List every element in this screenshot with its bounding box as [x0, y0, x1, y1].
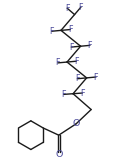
Text: F: F [88, 41, 92, 50]
Text: F: F [79, 3, 83, 12]
Text: O: O [55, 150, 62, 159]
Text: F: F [61, 90, 66, 99]
Text: F: F [56, 58, 60, 67]
Text: F: F [68, 25, 73, 34]
Text: F: F [74, 57, 79, 66]
Text: F: F [75, 74, 80, 83]
Text: F: F [69, 43, 74, 52]
Text: F: F [94, 72, 98, 81]
Text: F: F [80, 89, 85, 98]
Text: F: F [49, 27, 54, 36]
Text: O: O [72, 119, 80, 128]
Text: F: F [65, 4, 69, 13]
